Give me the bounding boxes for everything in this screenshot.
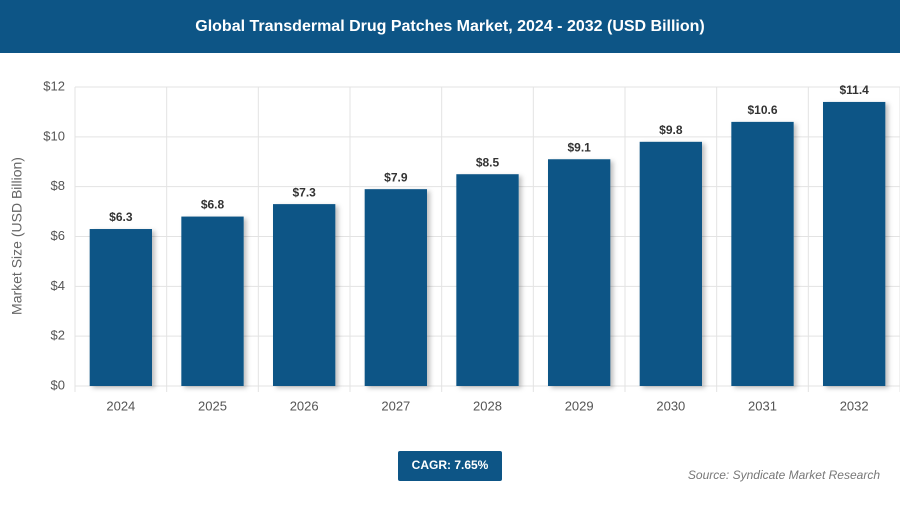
cagr-box (398, 451, 502, 481)
cagr-label: CAGR: 7.65% (412, 458, 489, 472)
y-axis-label: Market Size (USD Billion) (9, 157, 25, 315)
x-tick-label: 2032 (840, 398, 869, 413)
bar (823, 101, 886, 386)
x-tick-label: 2028 (473, 398, 502, 413)
x-tick-label: 2027 (381, 398, 410, 413)
value-label: $7.3 (292, 185, 316, 199)
value-label: $7.9 (384, 170, 408, 184)
value-label: $10.6 (747, 103, 777, 117)
y-tick-label: $12 (43, 78, 65, 93)
bar (456, 174, 519, 386)
x-tick-label: 2025 (198, 398, 227, 413)
bar (731, 121, 794, 386)
bar (273, 204, 336, 386)
x-tick-label: 2029 (565, 398, 594, 413)
value-label: $6.8 (201, 198, 225, 212)
y-tick-label: $2 (51, 328, 65, 343)
x-tick-label: 2030 (656, 398, 685, 413)
value-label: $8.5 (476, 155, 500, 169)
x-tick-label: 2024 (106, 398, 135, 413)
x-tick-label: 2031 (748, 398, 777, 413)
value-label: $11.4 (839, 83, 869, 97)
y-tick-label: $10 (43, 128, 65, 143)
bar (639, 141, 702, 386)
bar (181, 216, 244, 386)
x-tick-label: 2026 (290, 398, 319, 413)
y-tick-label: $4 (51, 278, 65, 293)
y-tick-label: $6 (51, 228, 65, 243)
value-label: $6.3 (109, 210, 133, 224)
title-bar (0, 0, 900, 53)
y-tick-label: $0 (51, 377, 65, 392)
bar (364, 189, 427, 386)
y-tick-label: $8 (51, 178, 65, 193)
bar (548, 159, 611, 386)
value-label: $9.1 (567, 140, 591, 154)
value-label: $9.8 (659, 123, 683, 137)
bar (89, 229, 152, 386)
source-note: Source: Syndicate Market Research (688, 468, 880, 482)
chart-title: Global Transdermal Drug Patches Market, … (195, 18, 705, 35)
